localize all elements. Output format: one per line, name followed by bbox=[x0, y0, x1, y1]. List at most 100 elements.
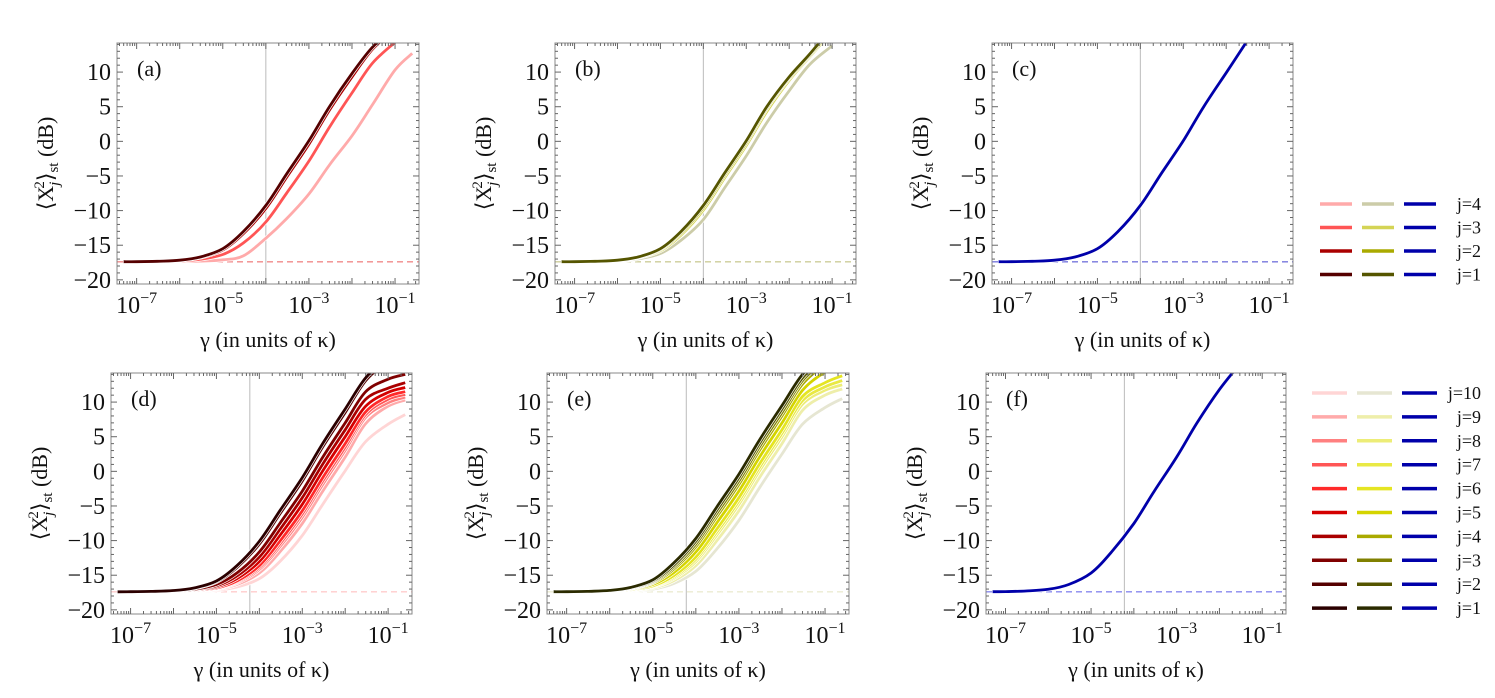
x-tick-label-base: 10 bbox=[546, 623, 570, 649]
y-tick-label: 5 bbox=[968, 425, 980, 451]
x-tick-label: 10−1 bbox=[812, 290, 853, 319]
y-axis-label-part: st bbox=[40, 492, 56, 503]
y-axis-label: ⟨Xj2⟩st (dB) bbox=[32, 117, 63, 211]
y-tick-label: −20 bbox=[67, 598, 105, 624]
panel-label: (c) bbox=[1012, 56, 1036, 81]
y-tick-label: −15 bbox=[73, 233, 111, 259]
y-axis-label-part: ⟩ bbox=[908, 173, 933, 182]
legend-label: j=3 bbox=[1456, 550, 1481, 570]
legend-label: j=2 bbox=[1456, 241, 1481, 261]
legend-row: j=3 bbox=[1320, 218, 1481, 238]
x-tick-label: 10−3 bbox=[718, 620, 759, 649]
panel-label: (f) bbox=[1006, 386, 1028, 411]
y-axis-label-part: ⟨X bbox=[471, 186, 496, 211]
y-axis-label-part: j bbox=[485, 182, 501, 188]
x-tick-label-base: 10 bbox=[985, 623, 1009, 649]
legend-label: j=8 bbox=[1456, 431, 1481, 451]
x-axis-label: γ (in units of κ) bbox=[193, 657, 330, 682]
x-tick-label: 10−5 bbox=[632, 620, 673, 649]
y-axis-label-part: st bbox=[46, 162, 62, 173]
y-axis-label-part: ⟨X bbox=[27, 516, 52, 541]
x-tick-label-base: 10 bbox=[1249, 293, 1273, 319]
legend-row: j=2 bbox=[1320, 241, 1481, 261]
x-tick-label-exponent: −5 bbox=[1101, 290, 1118, 307]
y-axis-label: ⟨Xj2⟩st (dB) bbox=[470, 117, 501, 211]
x-tick-label-base: 10 bbox=[1242, 623, 1266, 649]
x-tick-label-base: 10 bbox=[1156, 623, 1180, 649]
y-axis-label-part: ⟩ bbox=[33, 173, 58, 182]
x-tick-label-exponent: −5 bbox=[226, 290, 243, 307]
y-axis-label-part: (dB) bbox=[471, 117, 496, 163]
curves bbox=[117, 373, 407, 594]
legend-row: j=1 bbox=[1320, 265, 1481, 285]
x-tick-label-exponent: −3 bbox=[306, 620, 323, 637]
y-axis-label-part: j bbox=[41, 512, 57, 518]
series-outline-j=1 bbox=[992, 373, 1236, 594]
y-axis-label: ⟨Xj2⟩st (dB) bbox=[462, 447, 493, 541]
y-axis-label: ⟨Xj2⟩st (dB) bbox=[26, 447, 57, 541]
plot-frame bbox=[116, 42, 420, 285]
x-tick-label-base: 10 bbox=[640, 293, 664, 319]
x-tick-label-exponent: −1 bbox=[1266, 620, 1283, 637]
y-axis-label-part: ⟨X bbox=[908, 186, 933, 211]
plot-frame bbox=[991, 42, 1294, 285]
x-tick-label: 10−1 bbox=[1242, 620, 1283, 649]
series-line-j=1 bbox=[992, 373, 1235, 594]
x-tick-label: 10−7 bbox=[110, 620, 151, 649]
x-tick-label-base: 10 bbox=[726, 293, 750, 319]
x-tick-label-base: 10 bbox=[196, 623, 220, 649]
x-axis-label: γ (in units of κ) bbox=[199, 327, 336, 352]
x-tick-label-exponent: −3 bbox=[1180, 620, 1197, 637]
x-tick-label-exponent: −7 bbox=[570, 620, 587, 637]
curves bbox=[123, 43, 414, 264]
x-tick-label-exponent: −3 bbox=[1187, 290, 1204, 307]
x-tick-label-base: 10 bbox=[368, 623, 392, 649]
y-tick-label: −5 bbox=[523, 164, 549, 190]
y-tick-label: 10 bbox=[87, 60, 111, 86]
y-tick-label: −5 bbox=[79, 494, 105, 520]
series-line-j=1 bbox=[998, 43, 1248, 264]
y-tick-label: 5 bbox=[537, 95, 549, 121]
x-tick-label-exponent: −5 bbox=[220, 620, 237, 637]
legend-label: j=6 bbox=[1456, 479, 1481, 499]
x-tick-label-exponent: −7 bbox=[134, 620, 151, 637]
x-tick-label: 10−3 bbox=[726, 290, 767, 319]
y-axis-label-part: j bbox=[477, 512, 493, 518]
x-tick-label: 10−7 bbox=[985, 620, 1026, 649]
y-tick-label: −10 bbox=[503, 529, 541, 555]
x-tick-label-exponent: −1 bbox=[1273, 290, 1290, 307]
x-tick-label: 10−5 bbox=[196, 620, 237, 649]
x-tick-label: 10−1 bbox=[1249, 290, 1290, 319]
x-tick-label: 10−3 bbox=[1163, 290, 1204, 319]
y-tick-label: −20 bbox=[948, 268, 986, 294]
x-tick-label-exponent: −3 bbox=[312, 290, 329, 307]
x-tick-label-exponent: −7 bbox=[140, 290, 157, 307]
y-tick-label: 0 bbox=[99, 129, 111, 155]
x-tick-label: 10−5 bbox=[640, 290, 681, 319]
panel-label: (a) bbox=[137, 56, 161, 81]
legend-row: j=4 bbox=[1312, 526, 1481, 546]
y-axis-label-part: ⟨X bbox=[33, 186, 58, 211]
series-line-j=1 bbox=[553, 373, 806, 594]
legend-row: j=3 bbox=[1312, 550, 1481, 570]
x-tick-label-base: 10 bbox=[991, 293, 1015, 319]
y-tick-label: −5 bbox=[85, 164, 111, 190]
y-tick-label: 5 bbox=[99, 95, 111, 121]
y-tick-label: 0 bbox=[974, 129, 986, 155]
y-axis-label-part: 2 bbox=[901, 511, 917, 519]
y-tick-label: 5 bbox=[529, 425, 541, 451]
x-tick-label-exponent: −1 bbox=[836, 290, 853, 307]
x-tick-label-exponent: −1 bbox=[392, 620, 409, 637]
plot-frame bbox=[554, 42, 857, 285]
y-axis-label-part: j bbox=[916, 512, 932, 518]
x-tick-label-exponent: −1 bbox=[829, 620, 846, 637]
x-tick-label: 10−1 bbox=[368, 620, 409, 649]
legend-label: j=9 bbox=[1456, 407, 1481, 427]
y-tick-label: −10 bbox=[73, 199, 111, 225]
x-tick-label: 10−7 bbox=[116, 290, 157, 319]
x-tick-label-base: 10 bbox=[805, 623, 829, 649]
y-tick-label: 10 bbox=[81, 390, 105, 416]
